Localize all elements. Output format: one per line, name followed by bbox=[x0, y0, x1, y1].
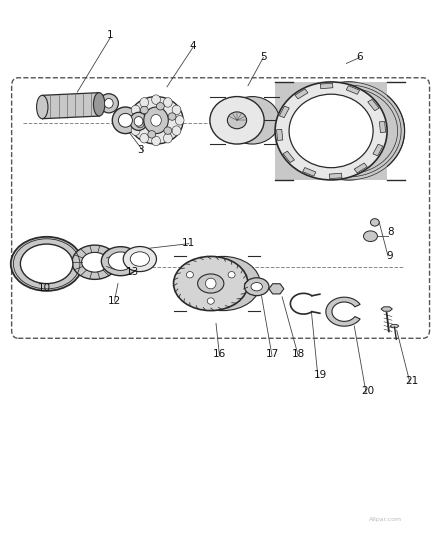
Ellipse shape bbox=[36, 95, 48, 119]
Ellipse shape bbox=[151, 95, 160, 104]
Ellipse shape bbox=[140, 98, 148, 107]
Ellipse shape bbox=[292, 82, 404, 180]
Ellipse shape bbox=[151, 136, 160, 146]
Ellipse shape bbox=[130, 112, 147, 131]
Ellipse shape bbox=[228, 271, 235, 278]
Ellipse shape bbox=[148, 131, 155, 138]
Ellipse shape bbox=[168, 113, 176, 120]
Text: 3: 3 bbox=[137, 144, 144, 155]
Ellipse shape bbox=[81, 252, 108, 272]
Ellipse shape bbox=[173, 256, 247, 311]
Text: Allpar.com: Allpar.com bbox=[368, 516, 402, 522]
Text: 5: 5 bbox=[259, 52, 266, 61]
Ellipse shape bbox=[140, 133, 148, 143]
Ellipse shape bbox=[144, 107, 168, 134]
Polygon shape bbox=[294, 89, 307, 99]
Polygon shape bbox=[42, 93, 99, 119]
Ellipse shape bbox=[130, 252, 149, 266]
Polygon shape bbox=[328, 173, 341, 179]
Polygon shape bbox=[353, 163, 367, 173]
Polygon shape bbox=[279, 106, 289, 118]
Text: 16: 16 bbox=[212, 349, 226, 359]
Ellipse shape bbox=[185, 256, 260, 311]
Ellipse shape bbox=[134, 117, 143, 126]
Ellipse shape bbox=[163, 133, 172, 143]
Text: 18: 18 bbox=[291, 349, 304, 359]
Ellipse shape bbox=[275, 82, 386, 180]
Polygon shape bbox=[276, 130, 282, 140]
Ellipse shape bbox=[104, 99, 113, 108]
Text: 1: 1 bbox=[106, 30, 113, 41]
Ellipse shape bbox=[175, 116, 184, 125]
Text: 12: 12 bbox=[108, 296, 121, 306]
Ellipse shape bbox=[11, 237, 82, 291]
Ellipse shape bbox=[370, 219, 378, 226]
Ellipse shape bbox=[205, 278, 215, 289]
Ellipse shape bbox=[363, 231, 377, 241]
Ellipse shape bbox=[227, 112, 246, 129]
Text: 11: 11 bbox=[182, 238, 195, 247]
Ellipse shape bbox=[172, 105, 180, 115]
Text: 9: 9 bbox=[386, 251, 392, 261]
Ellipse shape bbox=[131, 105, 140, 115]
Polygon shape bbox=[268, 284, 283, 294]
Ellipse shape bbox=[172, 126, 180, 135]
Ellipse shape bbox=[20, 244, 73, 284]
Text: 8: 8 bbox=[386, 227, 392, 237]
Polygon shape bbox=[346, 86, 359, 94]
Ellipse shape bbox=[129, 96, 183, 144]
Ellipse shape bbox=[136, 120, 144, 128]
Ellipse shape bbox=[209, 96, 264, 144]
Polygon shape bbox=[283, 151, 294, 163]
Ellipse shape bbox=[131, 126, 140, 135]
Polygon shape bbox=[380, 307, 392, 311]
Ellipse shape bbox=[207, 298, 214, 304]
Ellipse shape bbox=[288, 94, 372, 168]
Ellipse shape bbox=[186, 271, 193, 278]
Ellipse shape bbox=[112, 107, 138, 134]
Ellipse shape bbox=[251, 282, 262, 291]
Ellipse shape bbox=[123, 247, 156, 272]
Text: 4: 4 bbox=[190, 41, 196, 51]
Polygon shape bbox=[325, 297, 359, 326]
Text: 21: 21 bbox=[405, 376, 418, 386]
Polygon shape bbox=[378, 122, 385, 133]
Ellipse shape bbox=[99, 94, 118, 113]
Ellipse shape bbox=[156, 102, 164, 110]
Polygon shape bbox=[320, 83, 332, 88]
Ellipse shape bbox=[101, 247, 140, 276]
Ellipse shape bbox=[118, 114, 132, 127]
Ellipse shape bbox=[163, 98, 172, 107]
Ellipse shape bbox=[225, 96, 279, 144]
Ellipse shape bbox=[140, 106, 148, 114]
Ellipse shape bbox=[163, 127, 171, 134]
Ellipse shape bbox=[93, 93, 105, 116]
Text: 20: 20 bbox=[361, 386, 374, 397]
Text: 19: 19 bbox=[313, 370, 326, 381]
Text: 6: 6 bbox=[355, 52, 362, 61]
Ellipse shape bbox=[150, 115, 161, 126]
Polygon shape bbox=[389, 325, 398, 328]
Ellipse shape bbox=[108, 252, 133, 270]
Ellipse shape bbox=[128, 116, 137, 125]
Ellipse shape bbox=[72, 245, 117, 279]
Polygon shape bbox=[372, 144, 382, 156]
Ellipse shape bbox=[244, 278, 268, 296]
Polygon shape bbox=[367, 99, 378, 111]
Text: 13: 13 bbox=[125, 267, 138, 277]
Text: 17: 17 bbox=[265, 349, 278, 359]
Polygon shape bbox=[302, 167, 315, 176]
Ellipse shape bbox=[197, 274, 223, 293]
Text: 10: 10 bbox=[38, 283, 51, 293]
Polygon shape bbox=[275, 82, 404, 180]
